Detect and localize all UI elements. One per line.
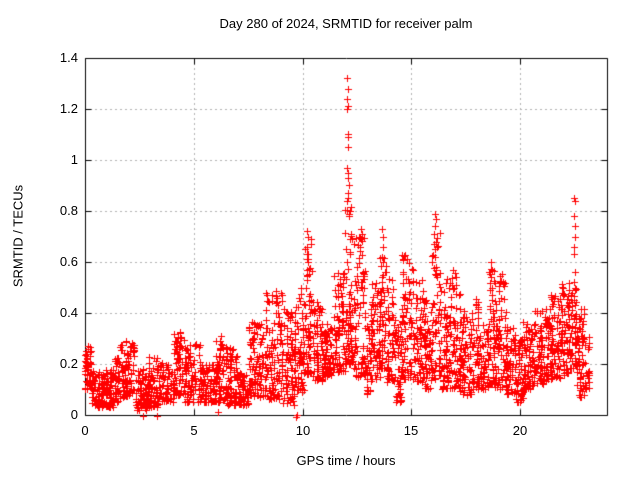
x-tick-label: 15 — [403, 423, 419, 438]
y-tick-label: 1.2 — [59, 101, 78, 116]
y-axis-label: SRMTID / TECUs — [10, 184, 26, 288]
y-tick-label: 1.4 — [59, 50, 78, 65]
y-tick-label: 0.4 — [59, 305, 78, 320]
x-tick-label: 10 — [295, 423, 311, 438]
y-tick-label: 0.6 — [59, 254, 78, 269]
x-tick-label: 5 — [190, 423, 198, 438]
y-tick-label: 1 — [70, 152, 78, 167]
x-axis-label: GPS time / hours — [296, 453, 396, 468]
x-tick-label: 0 — [81, 423, 89, 438]
y-tick-label: 0 — [70, 407, 78, 422]
x-tick-label: 20 — [512, 423, 528, 438]
y-tick-label: 0.2 — [59, 356, 78, 371]
y-tick-label: 0.8 — [59, 203, 78, 218]
